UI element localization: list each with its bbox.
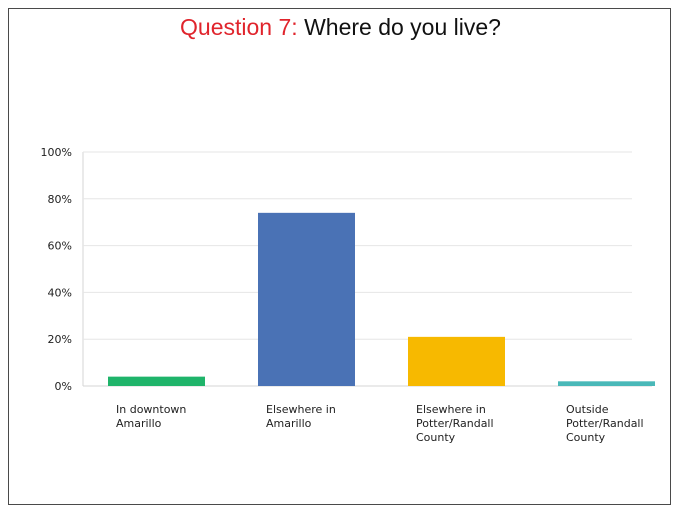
x-tick-label-line: County [416,431,456,443]
bar [108,376,205,386]
y-tick-label: 0% [55,380,72,393]
x-tick-label: Elsewhere in Amarillo [266,403,386,443]
x-tick-label-line: County [566,431,606,443]
bar [408,336,505,386]
x-tick-label-line: In downtown [116,403,187,416]
chart-title: Question 7: Where do you live? [0,14,681,41]
x-tick-label-line: Elsewhere in [416,403,486,416]
x-tick-label: In downtown Amarillo [116,403,236,443]
x-tick-label-line: Elsewhere in [266,403,336,416]
question-number: Question 7: [180,14,298,40]
y-tick-label: 100% [41,146,72,159]
bar [258,212,355,386]
y-tick-label: 40% [48,286,72,299]
x-tick-label: Outside Potter/Randall County [566,403,681,443]
bar [558,381,655,386]
x-tick-label-line: Outside [566,403,609,416]
x-tick-label-line: Amarillo [266,417,312,430]
y-tick-label: 20% [48,333,72,346]
x-tick-label-line: Potter/Randall [566,417,644,430]
y-tick-label: 60% [48,240,72,253]
question-text: Where do you live? [304,14,501,40]
x-tick-label: Elsewhere in Potter/Randall County [416,403,536,443]
y-tick-label: 80% [48,193,72,206]
x-tick-label-line: Potter/Randall [416,417,494,430]
x-tick-label-line: Amarillo [116,417,162,430]
